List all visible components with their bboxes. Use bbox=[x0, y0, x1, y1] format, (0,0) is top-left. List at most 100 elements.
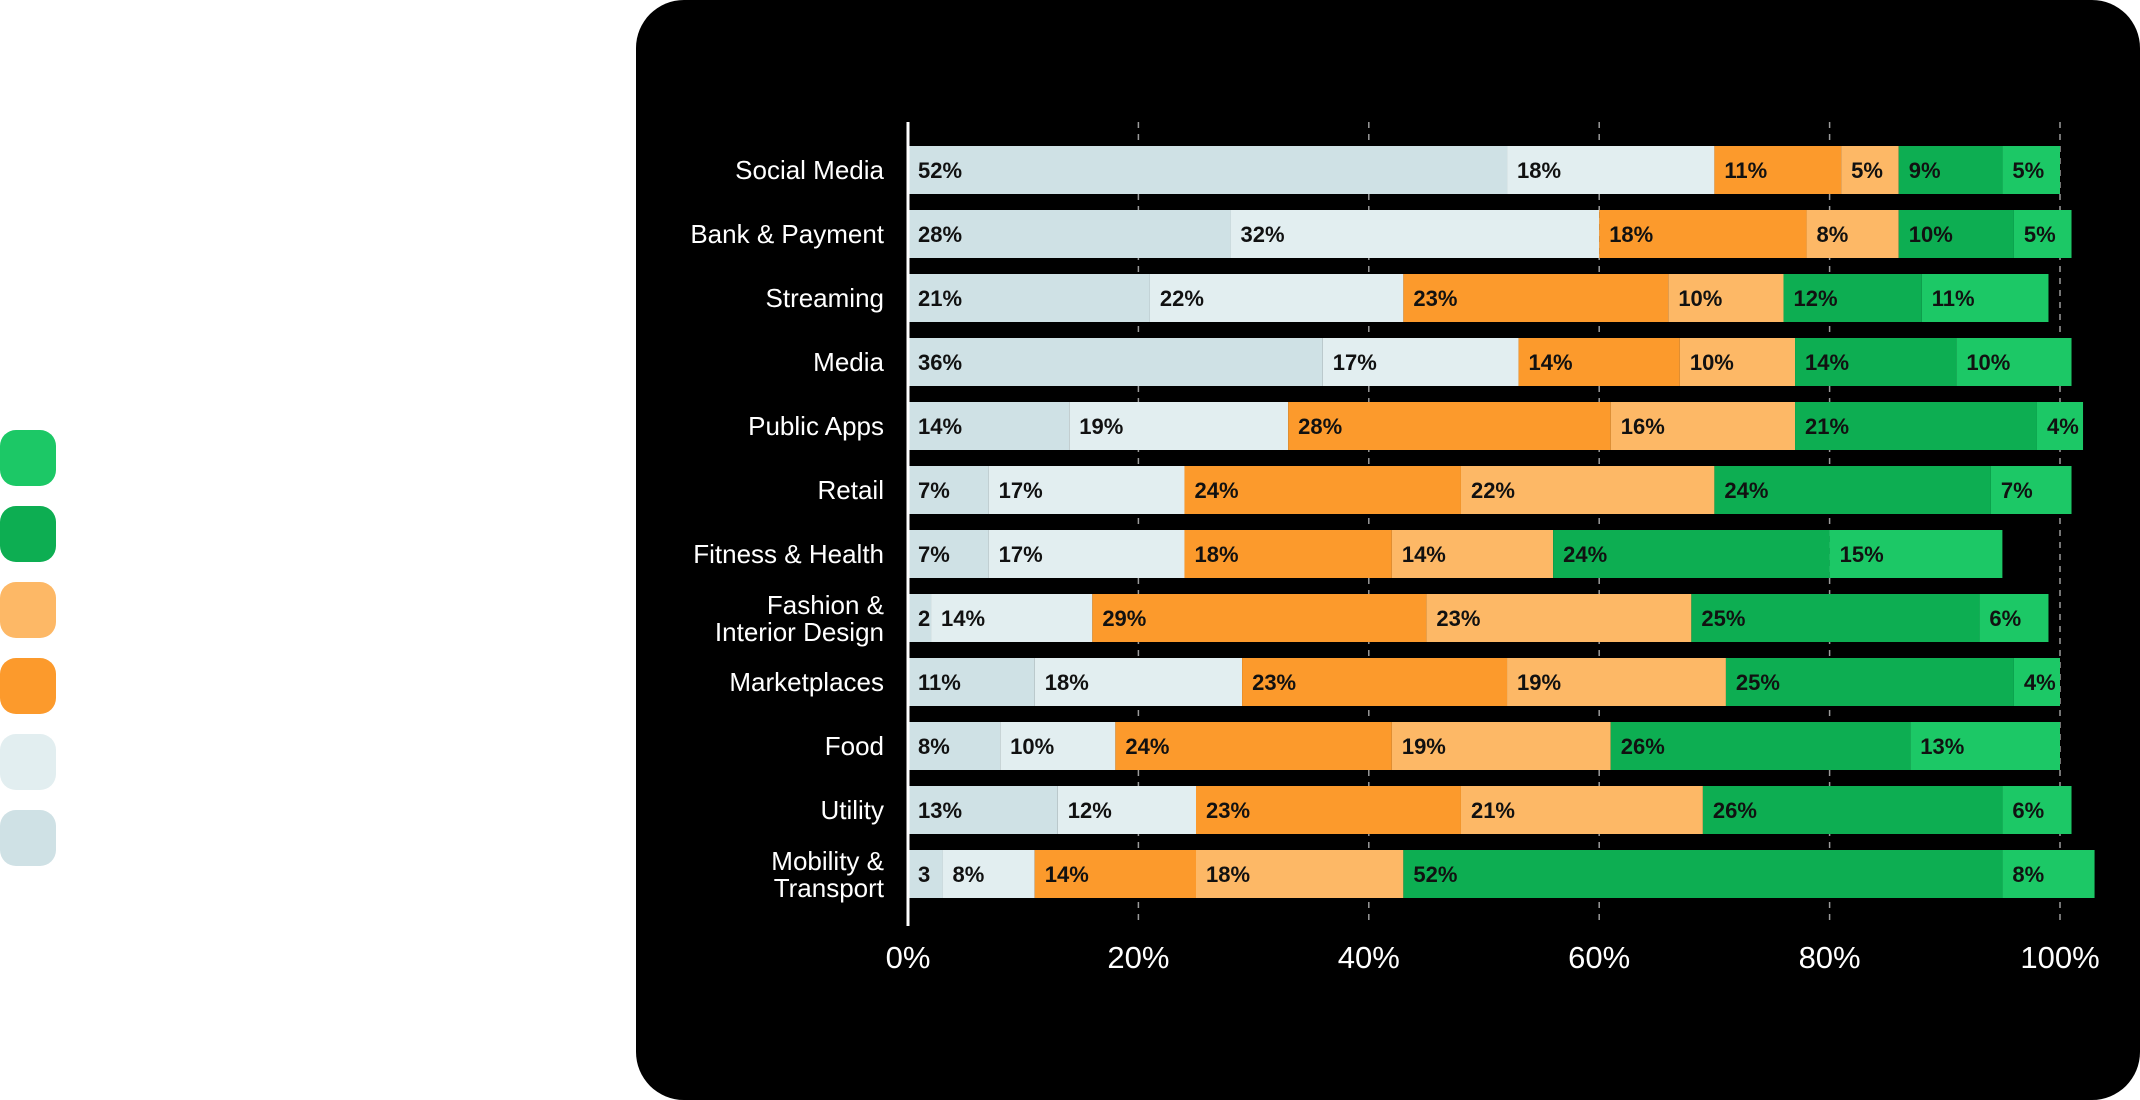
bar-segment-label: 14% bbox=[1045, 862, 1089, 887]
bar-segment bbox=[1288, 402, 1611, 450]
category-label: Marketplaces bbox=[729, 667, 884, 697]
bar-segment-label: 29% bbox=[1102, 606, 1146, 631]
bar-segment-label: 4% bbox=[2024, 670, 2056, 695]
bar-segment-label: 10% bbox=[1010, 734, 1054, 759]
bar-segment bbox=[931, 594, 1093, 642]
bar-segment bbox=[2013, 210, 2072, 258]
bar-segment-label: 8% bbox=[953, 862, 985, 887]
bar-segment bbox=[1795, 338, 1957, 386]
bar-segment bbox=[1921, 274, 2049, 322]
bar-segment bbox=[1518, 338, 1680, 386]
bar-segment-label: 25% bbox=[1736, 670, 1780, 695]
bar-segment-label: 23% bbox=[1252, 670, 1296, 695]
bar-segment bbox=[1714, 146, 1842, 194]
bar-segment-label: 17% bbox=[999, 478, 1043, 503]
bar-segment bbox=[908, 722, 1001, 770]
bar-segment-label: 36% bbox=[918, 350, 962, 375]
bar-segment-label: 28% bbox=[918, 222, 962, 247]
bar-segment-label: 19% bbox=[1517, 670, 1561, 695]
bar-segment bbox=[988, 530, 1185, 578]
bar-segment bbox=[1679, 338, 1796, 386]
bar-segment bbox=[942, 850, 1035, 898]
bar-segment-label: 11% bbox=[918, 670, 961, 695]
bar-segment-label: 21% bbox=[1805, 414, 1849, 439]
bar-segment bbox=[908, 466, 989, 514]
bar-segment-label: 3 bbox=[918, 862, 930, 887]
bar-segment bbox=[1702, 786, 2003, 834]
bar-segment bbox=[1092, 594, 1427, 642]
bar-segment-label: 18% bbox=[1609, 222, 1653, 247]
bar-segment-label: 7% bbox=[918, 478, 950, 503]
bar-segment bbox=[988, 466, 1185, 514]
bar-segment-label: 7% bbox=[918, 542, 950, 567]
bar-segment-label: 8% bbox=[1817, 222, 1849, 247]
bar-segment bbox=[1196, 850, 1404, 898]
bar-segment-label: 19% bbox=[1402, 734, 1446, 759]
bar-segment-label: 7% bbox=[2001, 478, 2033, 503]
bar-segment-label: 24% bbox=[1563, 542, 1607, 567]
category-label: Public Apps bbox=[748, 411, 884, 441]
bar-segment bbox=[1426, 594, 1692, 642]
bar-segment bbox=[1841, 146, 1899, 194]
bar-segment bbox=[908, 274, 1150, 322]
bar-segment bbox=[1956, 338, 2072, 386]
bar-segment bbox=[1507, 146, 1715, 194]
bar-segment bbox=[2013, 658, 2060, 706]
bar-segment-label: 6% bbox=[1989, 606, 2021, 631]
category-label: Utility bbox=[820, 795, 884, 825]
bar-segment bbox=[1610, 722, 1911, 770]
bar-segment-label: 21% bbox=[1471, 798, 1515, 823]
legend-swatch-green-light bbox=[0, 430, 56, 486]
bar-segment bbox=[908, 402, 1070, 450]
legend-swatch-orange bbox=[0, 658, 56, 714]
category-label: Social Media bbox=[735, 155, 884, 185]
bar-segment bbox=[1184, 466, 1461, 514]
bar-segment-label: 2 bbox=[918, 606, 930, 631]
category-label: Streaming bbox=[766, 283, 885, 313]
chart-panel: 52% 18% 11% 5% 9% 5% Social Media 28% 32% 18% 8% 10… bbox=[636, 0, 2140, 1100]
bar-segment-label: 18% bbox=[1517, 158, 1561, 183]
bar-segment-label: 5% bbox=[2024, 222, 2056, 247]
bar-segment-label: 28% bbox=[1298, 414, 1342, 439]
bar-segment-label: 12% bbox=[1794, 286, 1838, 311]
bar-segment bbox=[1783, 274, 1922, 322]
bar-segment bbox=[2002, 786, 2072, 834]
bar-segment bbox=[1599, 210, 1807, 258]
x-tick-label: 60% bbox=[1568, 940, 1630, 975]
bar-segment bbox=[1069, 402, 1289, 450]
bar-segment-label: 5% bbox=[2012, 158, 2044, 183]
bar-segment bbox=[2002, 850, 2095, 898]
bar-segment-label: 14% bbox=[918, 414, 962, 439]
bar-segment bbox=[1230, 210, 1600, 258]
legend-swatch-blue-light bbox=[0, 810, 56, 866]
bar-segment-label: 10% bbox=[1690, 350, 1734, 375]
category-label: Bank & Payment bbox=[690, 219, 884, 249]
bar-segment-label: 11% bbox=[1724, 158, 1767, 183]
bar-segment bbox=[1898, 210, 2014, 258]
bar-segment bbox=[1553, 530, 1830, 578]
bar-segment bbox=[1403, 274, 1669, 322]
bar-segment bbox=[1196, 786, 1461, 834]
bar-segment bbox=[2002, 146, 2060, 194]
bar-segment bbox=[1391, 722, 1611, 770]
bar-segment-label: 13% bbox=[1920, 734, 1964, 759]
legend-swatch-orange-light bbox=[0, 582, 56, 638]
bar-segment bbox=[1000, 722, 1116, 770]
bar-segment-label: 10% bbox=[1966, 350, 2010, 375]
bar-segment-label: 14% bbox=[941, 606, 985, 631]
bar-segment bbox=[908, 658, 1035, 706]
bar-segment bbox=[1242, 658, 1508, 706]
bar-segment-label: 8% bbox=[918, 734, 950, 759]
bar-segment-label: 13% bbox=[918, 798, 962, 823]
category-label: Retail bbox=[818, 475, 884, 505]
bar-segment bbox=[908, 594, 932, 642]
bar-segment bbox=[908, 210, 1231, 258]
bar-segment bbox=[1322, 338, 1519, 386]
bar-segment-label: 18% bbox=[1045, 670, 1089, 695]
bar-segment bbox=[908, 146, 1508, 194]
bar-segment-label: 12% bbox=[1068, 798, 1112, 823]
bar-segment-label: 4% bbox=[2047, 414, 2079, 439]
bar-segment bbox=[1034, 850, 1196, 898]
category-label: Mobility & Transport bbox=[771, 846, 884, 903]
legend bbox=[0, 430, 60, 870]
